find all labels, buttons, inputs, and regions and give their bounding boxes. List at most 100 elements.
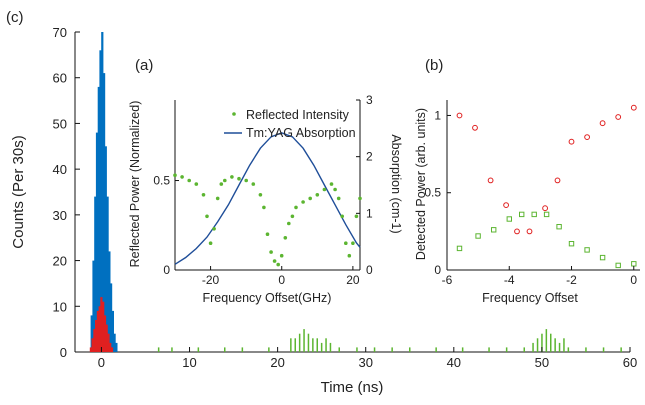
chart-a-point [294,205,298,210]
chart-a-point [215,196,220,201]
chart-c-bar [303,329,305,352]
chart-c-bar [373,347,376,352]
chart-a-point [351,241,355,245]
chart-b-red-point [615,114,622,120]
chart-c-bar [111,310,114,352]
chart-a-point [315,193,320,197]
chart-b-red-point [568,138,575,145]
chart-b-green-point [615,262,621,269]
chart-a-absorption-line [174,132,361,265]
chart-c-ytick-label: 60 [53,71,67,86]
chart-a-point [336,196,341,201]
chart-c-bar [550,333,552,352]
chart-c-bar [224,347,226,352]
chart-c-bar [536,338,539,352]
chart-a-ylabel: Reflected Power (Normalized) [128,101,142,268]
chart-a-point [180,175,184,179]
chart-c-bar [554,338,556,352]
chart-a-xtick-label: 0 [278,273,285,287]
chart-a-ylabel-right: Absorption (cm-1) [389,134,403,233]
chart-a-ytick-right-label: 0 [366,263,373,277]
chart-a-point [354,214,359,219]
chart-c-bar [316,338,318,352]
chart-a-point [230,175,234,179]
chart-c-bar [101,32,104,352]
chart-b-green-point [519,211,525,218]
chart-c-bar [92,260,95,352]
chart-a-point [205,214,209,219]
chart-c-bar [109,342,112,352]
chart-c-bar [312,338,314,352]
chart-a-point [272,259,277,263]
chart-c-xtick-label: 60 [623,355,637,370]
chart-c-ytick-label: 40 [53,162,67,177]
chart-c-ytick-label: 30 [53,208,67,223]
chart-c-bar [197,347,200,352]
chart-c-bar [409,347,411,352]
chart-a-point [358,196,362,201]
panel-label-b: (b) [425,57,443,74]
chart-c-xtick-label: 20 [270,355,284,370]
chart-c-ytick-label: 70 [53,25,67,40]
chart-c-bar [171,347,173,352]
chart-c-bar [294,338,296,352]
chart-a-xlabel: Frequency Offset(GHz) [203,291,332,305]
chart-a-point [223,178,227,183]
chart-a-ytick-right-label: 3 [366,93,373,107]
chart-a-point [344,241,348,245]
chart-c-bar [105,324,108,352]
chart-b-xlabel: Frequency Offset [482,291,578,305]
chart-b-ylabel: Detected Power (arb. units) [414,108,428,260]
chart-c-bar [532,342,534,352]
chart-a-xtick-label: -20 [202,273,220,287]
chart-a-point [262,205,266,210]
chart-a-point [258,193,263,197]
chart-c-bar [108,251,111,352]
chart-c-bar [290,338,292,352]
chart-c-bar [435,347,437,352]
chart-a-point [329,182,334,186]
chart-a-ytick-label: 0.5 [153,174,170,188]
chart-b-xtick-label: 0 [630,273,637,287]
chart-a: -20 0 20 0 0.5 0 1 2 3 Reflected Intensity Tm:YA… [128,93,403,305]
chart-c-bar [241,347,244,352]
chart-c-bar [325,338,327,352]
chart-a-background [175,100,360,270]
legend-label-absorption: Tm:YAG Absorption [246,126,356,140]
chart-c-bar [523,347,525,352]
chart-c-ylabel: Counts (Per 30s) [10,135,27,248]
chart-c-xtick-label: 10 [182,355,196,370]
chart-a-point [283,236,288,240]
chart-c-bar [558,342,561,352]
chart-a-point [194,182,199,186]
chart-c-ytick-label: 20 [53,254,67,269]
chart-b-red-point [599,120,606,127]
chart-a-point [308,196,313,201]
chart-b-xtick-label: -6 [442,273,453,287]
chart-c-bar [157,347,160,352]
chart-c-bar [268,347,270,352]
chart-b-xtick-label: -2 [566,273,577,287]
chart-c-xtick-label: 50 [535,355,549,370]
chart-c-bar [110,347,114,352]
chart-c-bar [102,301,105,352]
chart-c-bar [488,347,490,352]
chart-b-green-point [531,211,537,218]
chart-b-plot [456,104,637,269]
chart-c-ytick-label: 0 [60,345,67,360]
chart-c-bar [461,347,464,352]
chart-c-bar [329,342,332,352]
chart-a-point [173,173,177,177]
chart-c-bar [113,333,116,352]
chart-b-green-point [599,254,606,261]
chart-b-red-point [584,134,590,141]
panel-label-a: (a) [135,57,153,74]
chart-a-point [269,250,273,254]
chart-a-point [279,253,284,258]
chart-a-ytick-label: 0 [163,263,170,277]
chart-c-bar [391,347,393,352]
legend-marker-reflected [232,112,236,116]
panel-label-c: (c) [6,9,24,26]
chart-a-point [237,176,241,181]
